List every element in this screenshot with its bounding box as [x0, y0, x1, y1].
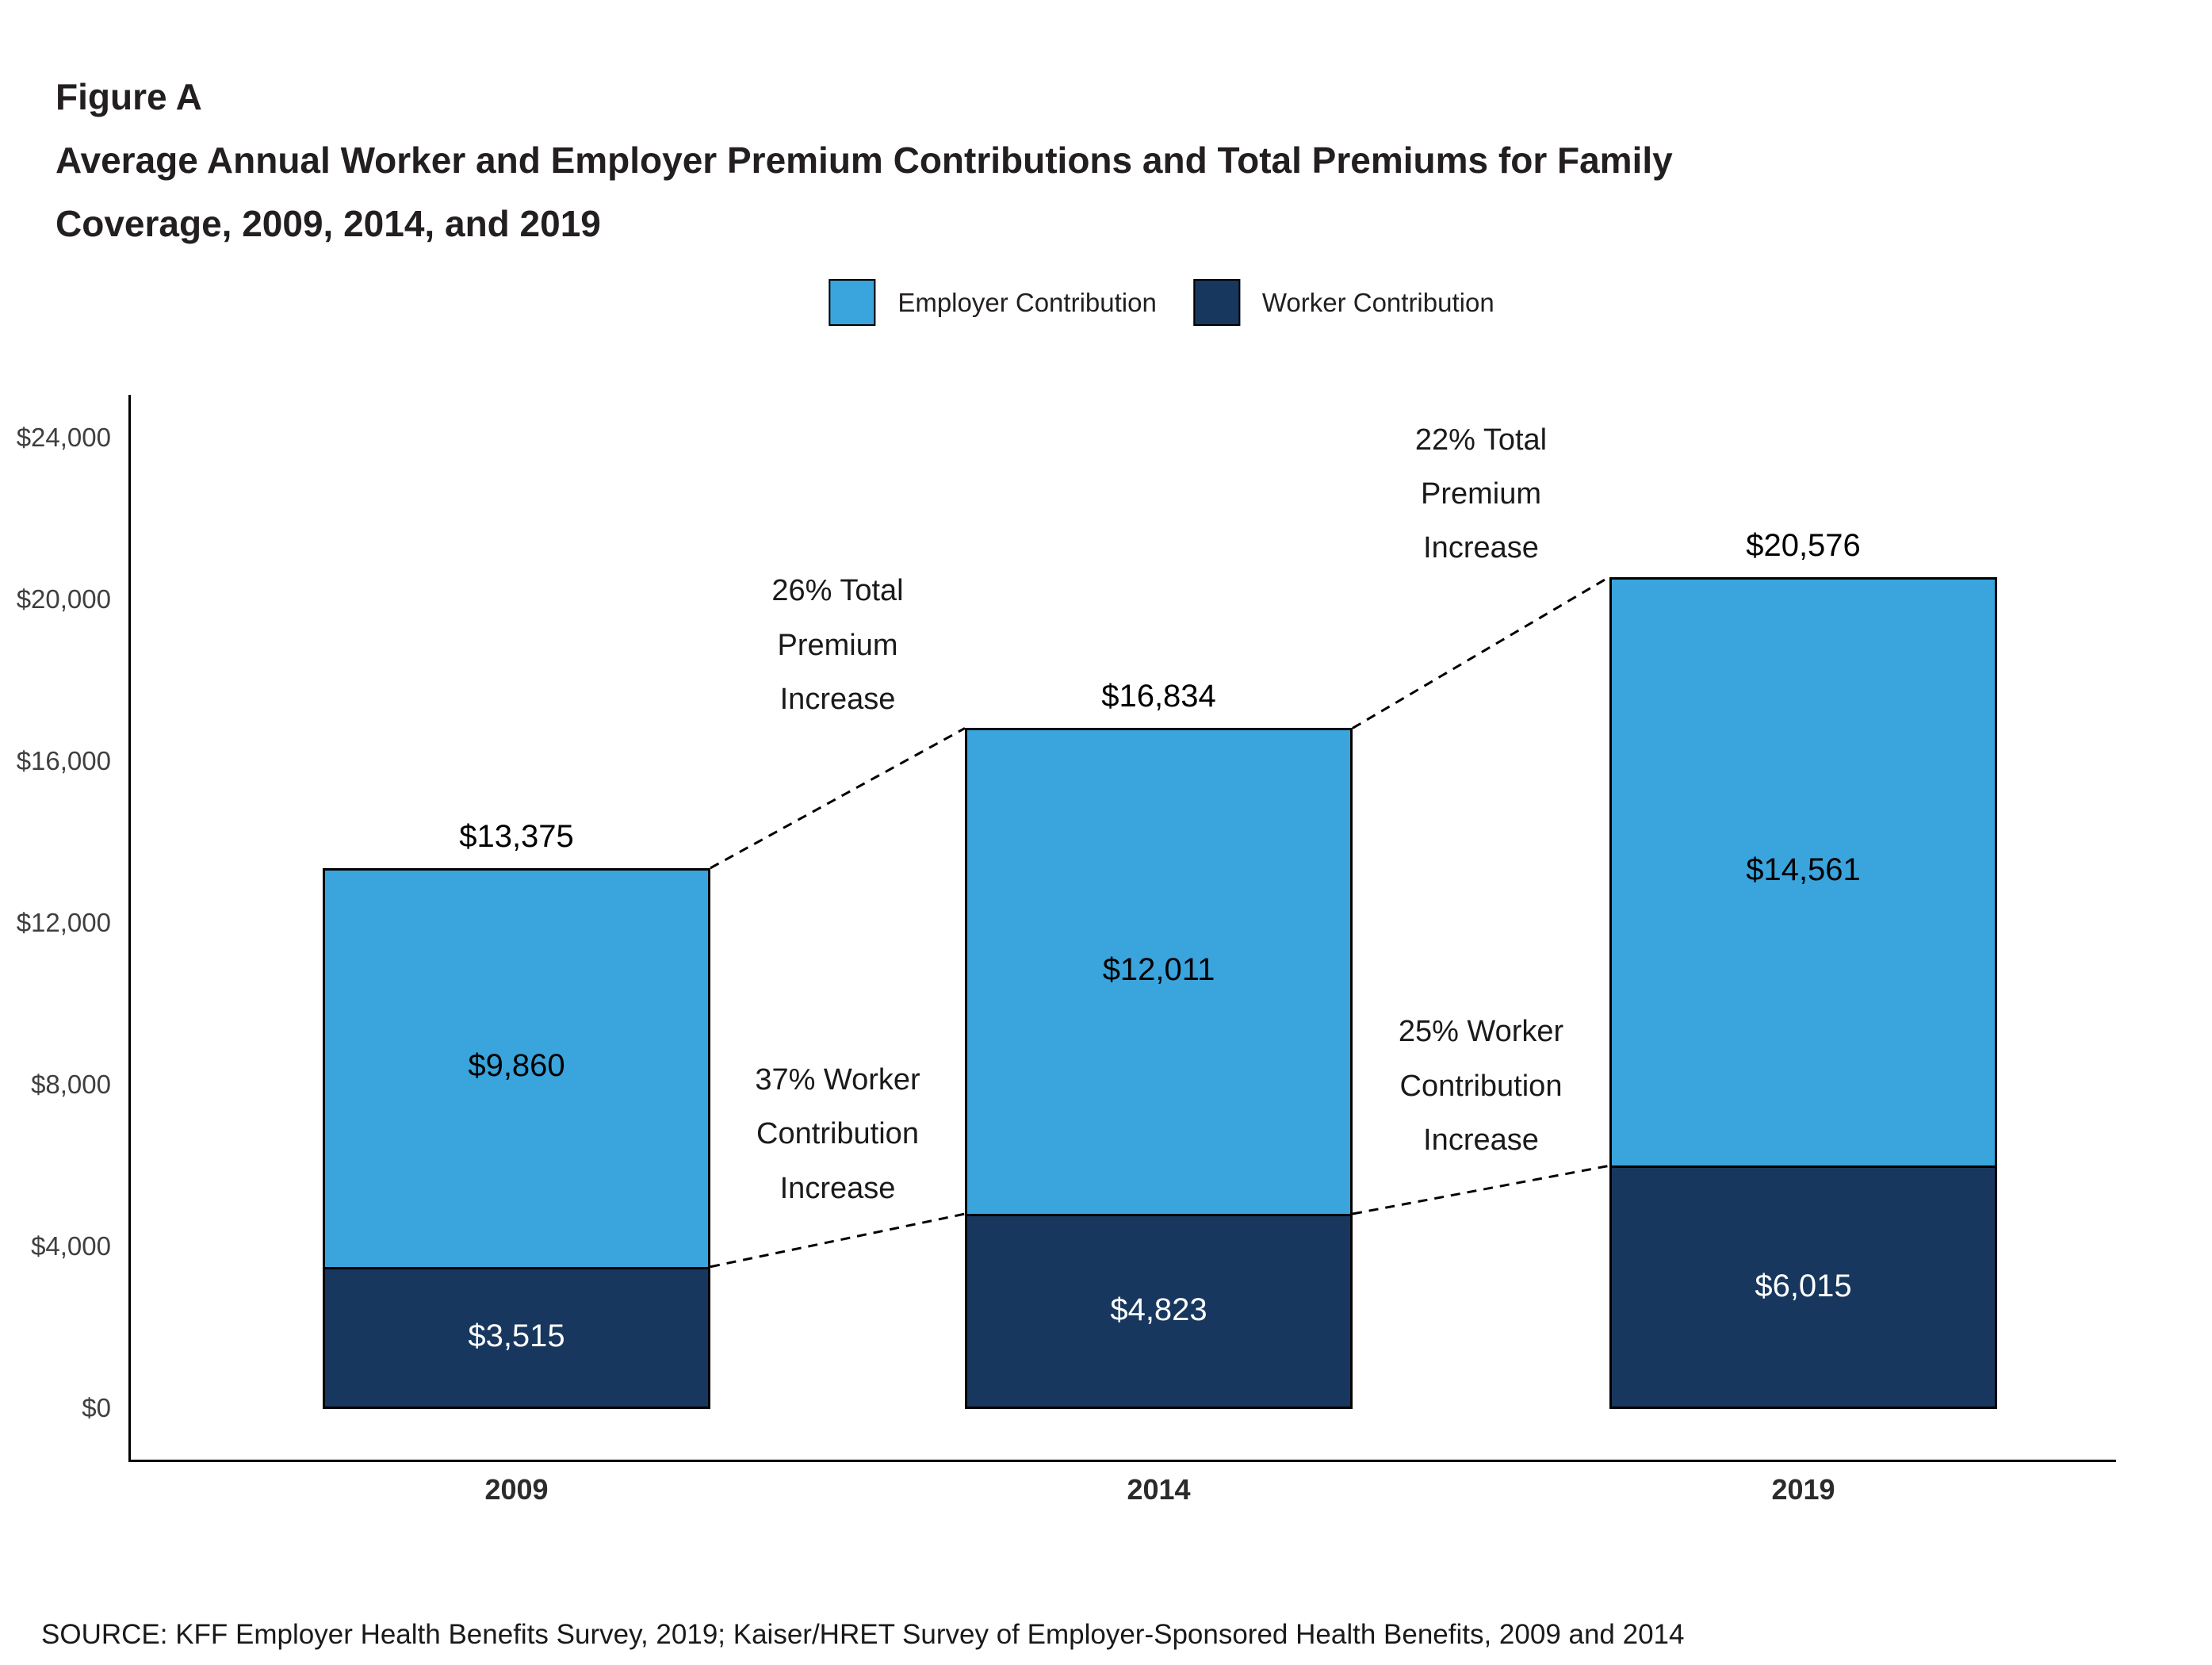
- x-tick-label-2014: 2014: [1127, 1473, 1191, 1506]
- dashed-connector-line: [710, 1212, 966, 1269]
- figure-title-line1: Average Annual Worker and Employer Premi…: [55, 140, 1673, 181]
- worker-value-label-2014: $4,823: [1110, 1292, 1207, 1327]
- worker-value-label-2019: $6,015: [1755, 1268, 1852, 1303]
- annotation-worker-2014-2019: 25% Worker Contribution Increase: [1398, 1015, 1564, 1158]
- x-tick-label-2019: 2019: [1771, 1473, 1835, 1506]
- y-tick-label: $20,000: [16, 584, 111, 614]
- annotation-total-2009-2014: 26% Total Premium Increase: [771, 574, 904, 717]
- y-tick-label: $24,000: [16, 423, 111, 452]
- legend-swatch-employer-contribution: [829, 279, 876, 326]
- x-tick-label-2009: 2009: [484, 1473, 549, 1506]
- employer-value-label-2009: $9,860: [468, 1048, 565, 1084]
- bar-segment-worker-2019: [1609, 1166, 1997, 1409]
- y-axis-line: [128, 395, 131, 1460]
- y-tick-label: $8,000: [31, 1070, 111, 1099]
- legend-item-employer-contribution: Employer Contribution: [829, 279, 1157, 326]
- annotation-worker-2009-2014: 37% Worker Contribution Increase: [755, 1063, 920, 1205]
- title-block: Figure A Average Annual Worker and Emplo…: [55, 65, 1673, 255]
- y-tick-label: $0: [82, 1393, 111, 1422]
- legend-swatch-worker-contribution: [1192, 279, 1240, 326]
- total-label-2014: $16,834: [1101, 679, 1216, 714]
- y-tick-label: $16,000: [16, 746, 111, 775]
- dashed-connector-line: [1352, 576, 1610, 729]
- figure-label: Figure A: [55, 76, 202, 117]
- total-label-2019: $20,576: [1746, 527, 1861, 563]
- employer-value-label-2014: $12,011: [1102, 951, 1215, 987]
- legend-item-worker-contribution: Worker Contribution: [1192, 279, 1494, 326]
- x-axis-line: [128, 1460, 2116, 1462]
- bar-segment-employer-2009: [323, 867, 710, 1269]
- figure-title-line2: Coverage, 2009, 2014, and 2019: [55, 203, 601, 244]
- worker-value-label-2009: $3,515: [468, 1319, 565, 1354]
- legend: Employer Contribution Worker Contribution: [829, 279, 1494, 326]
- legend-label-employer-contribution: Employer Contribution: [897, 287, 1157, 317]
- bar-segment-worker-2014: [965, 1214, 1353, 1409]
- y-tick-label: $4,000: [31, 1231, 111, 1261]
- bar-segment-worker-2009: [323, 1266, 710, 1409]
- bar-segment-employer-2019: [1609, 576, 1997, 1169]
- employer-value-label-2019: $14,561: [1746, 852, 1861, 887]
- total-label-2009: $13,375: [459, 818, 574, 854]
- dashed-connector-line: [710, 727, 966, 870]
- legend-label-worker-contribution: Worker Contribution: [1261, 287, 1494, 317]
- y-tick-label: $12,000: [16, 908, 111, 937]
- dashed-connector-line: [1352, 1164, 1610, 1215]
- bar-segment-employer-2014: [965, 728, 1353, 1216]
- annotation-total-2014-2019: 22% Total Premium Increase: [1414, 423, 1548, 565]
- source-note: SOURCE: KFF Employer Health Benefits Sur…: [41, 1619, 1685, 1650]
